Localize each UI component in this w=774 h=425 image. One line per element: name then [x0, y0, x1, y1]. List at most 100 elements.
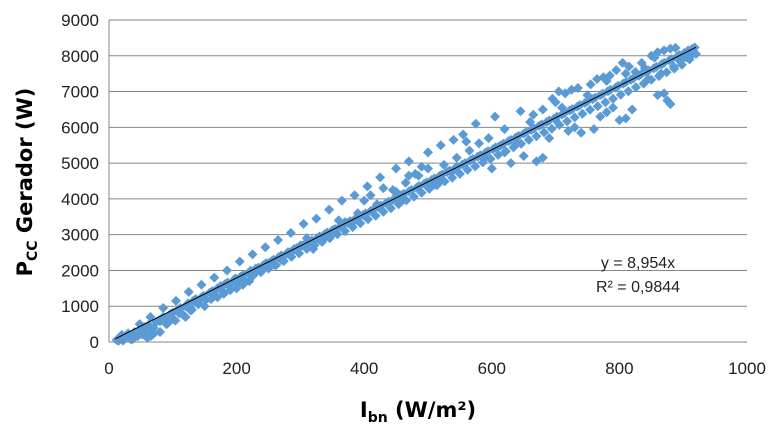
data-point [576, 127, 587, 138]
y-tick-label: 5000 [61, 154, 99, 173]
data-point [623, 86, 634, 97]
data-point [308, 243, 319, 254]
data-point [186, 304, 197, 315]
data-point [604, 70, 615, 81]
y-tick-label: 8000 [61, 47, 99, 66]
y-tick-labels: 0 1000 2000 3000 4000 5000 6000 7000 8000 9000 [61, 11, 99, 352]
data-point [403, 170, 414, 181]
data-point [451, 152, 462, 163]
trendline-equation: y = 8,954x [601, 255, 675, 272]
data-point [247, 249, 258, 260]
data-point [400, 177, 411, 188]
data-point [577, 108, 588, 119]
data-point [550, 115, 561, 126]
data-point [333, 215, 344, 226]
data-point [643, 74, 654, 85]
data-point [378, 183, 389, 194]
data-point [652, 90, 663, 101]
data-point [615, 89, 626, 100]
data-point [627, 104, 638, 115]
data-point [234, 256, 245, 267]
data-point [183, 286, 194, 297]
data-point [155, 316, 166, 327]
data-point [462, 164, 473, 175]
data-point [355, 218, 366, 229]
data-point [365, 190, 376, 201]
data-point [582, 90, 593, 101]
x-axis-title: Ibn (W/m²) [360, 398, 476, 425]
data-point [655, 68, 666, 79]
data-point [601, 107, 612, 118]
data-point [585, 79, 596, 90]
y-tick-label: 3000 [61, 226, 99, 245]
data-point [592, 74, 603, 85]
y-tick-label: 4000 [61, 190, 99, 209]
data-point [340, 226, 351, 237]
data-point [620, 68, 631, 79]
data-point [515, 106, 526, 117]
y-axis-title-subscript: CC [25, 240, 41, 261]
data-point [196, 279, 207, 290]
y-tick-label: 7000 [61, 83, 99, 102]
data-point [630, 82, 641, 93]
data-point [600, 97, 611, 108]
data-point [544, 133, 555, 144]
data-point [639, 63, 650, 74]
data-point [525, 116, 536, 127]
data-point [486, 163, 497, 174]
data-point [174, 308, 185, 319]
data-point [429, 179, 440, 190]
x-tick-label: 1000 [728, 359, 766, 378]
data-point [595, 111, 606, 122]
data-point [611, 65, 622, 76]
data-point [569, 112, 580, 123]
data-point [408, 191, 419, 202]
data-point [474, 138, 485, 149]
data-point [363, 214, 374, 225]
x-tick-labels: 0 200 400 600 800 1000 [104, 359, 766, 378]
data-point [362, 181, 373, 192]
data-point [553, 86, 564, 97]
data-point [447, 172, 458, 183]
data-point [464, 145, 475, 156]
trendline [115, 46, 697, 340]
data-point [546, 123, 557, 134]
x-tick-label: 0 [104, 359, 113, 378]
y-tick-label: 1000 [61, 297, 99, 316]
data-point [512, 138, 523, 149]
y-tick-label: 0 [90, 333, 99, 352]
data-point [416, 187, 427, 198]
data-point [403, 156, 414, 167]
x-tick-label: 800 [605, 359, 633, 378]
data-point [438, 159, 449, 170]
data-point [416, 161, 427, 172]
data-point [531, 131, 542, 142]
data-point [489, 111, 500, 122]
data-point [523, 134, 534, 145]
data-point [359, 195, 370, 206]
data-point [537, 104, 548, 115]
data-point [370, 210, 381, 221]
data-point [685, 50, 696, 61]
data-point [566, 84, 577, 95]
data-point [585, 104, 596, 115]
data-point [649, 52, 660, 63]
data-point [617, 57, 628, 68]
data-point [563, 125, 574, 136]
data-point [562, 116, 573, 127]
data-point [448, 134, 459, 145]
data-point [499, 124, 510, 135]
data-point [592, 101, 603, 112]
data-point [170, 295, 181, 306]
data-point [556, 102, 567, 113]
data-point [423, 147, 433, 158]
x-tick-label: 400 [350, 359, 378, 378]
data-point [158, 303, 169, 314]
data-point [435, 140, 446, 151]
data-point [145, 325, 156, 336]
data-point [470, 161, 481, 172]
data-point [608, 93, 619, 104]
data-point [531, 156, 542, 167]
axes [108, 20, 747, 343]
